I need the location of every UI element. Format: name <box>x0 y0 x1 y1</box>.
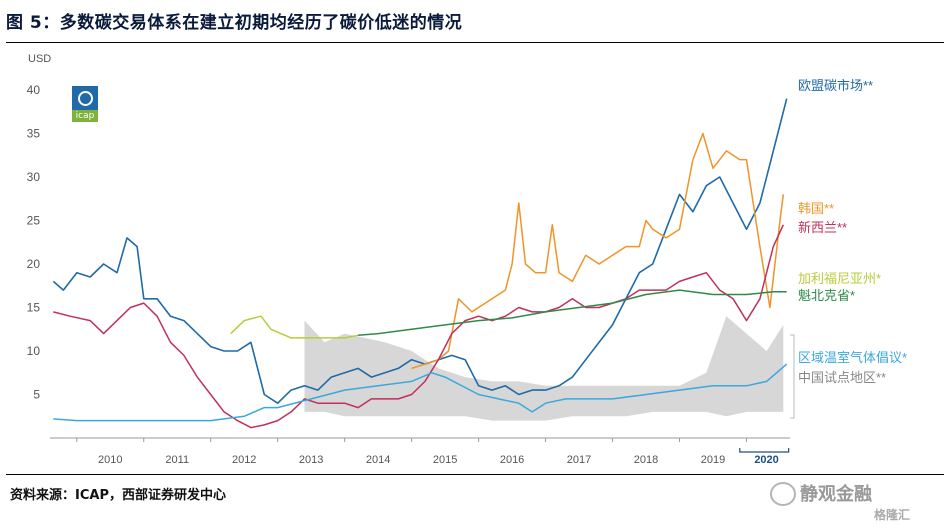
series-line <box>52 98 788 405</box>
watermark: 静观金融 <box>800 484 872 505</box>
icap-logo: icap <box>72 86 98 122</box>
legend-label: 新西兰** <box>798 220 847 235</box>
divider-bottom <box>6 474 944 475</box>
watermark-2: 格隆汇 <box>874 508 911 522</box>
axis-layer: USD 5 10 15 20 25 30 35 40 2010 2011 2012 2013 2014 20… <box>27 53 790 466</box>
series-line <box>53 363 788 422</box>
series-line <box>230 315 359 339</box>
page-title: 图 5：多数碳交易体系在建立初期均经历了碳价低迷的情况 <box>6 13 463 33</box>
y-tick-label: 10 <box>27 344 41 358</box>
x-tick-label: 2018 <box>634 454 658 466</box>
legend-label: 加利福尼亚州* <box>798 271 881 286</box>
x-tick-label: 2016 <box>500 454 524 466</box>
legend-bracket <box>790 334 795 419</box>
x-tick-label: 2019 <box>701 454 725 466</box>
series-line <box>53 224 784 429</box>
series-band <box>304 316 784 421</box>
x-tick-label: 2012 <box>232 454 256 466</box>
x-tick-label: 2014 <box>366 454 390 466</box>
year-2020-bracket <box>739 448 790 453</box>
y-tick-label: 40 <box>27 83 41 97</box>
legend-label: 中国试点地区** <box>798 370 886 385</box>
legend-label: 韩国** <box>798 201 834 216</box>
legend-layer: 欧盟碳市场** 韩国** 新西兰** 加利福尼亚州* 魁北克省* 区域温室气体倡议* 中国试… <box>790 78 907 419</box>
source-note: 资料来源：ICAP，西部证券研发中心 <box>10 488 226 503</box>
x-tick-label: 2010 <box>98 454 122 466</box>
y-axis-label: USD <box>28 53 51 65</box>
divider-top <box>6 42 944 43</box>
x-tick-label: 2011 <box>165 454 189 466</box>
x-tick-label: 2015 <box>433 454 457 466</box>
legend-label: 魁北克省* <box>798 288 855 303</box>
y-tick-label: 35 <box>27 127 41 141</box>
series-line <box>411 132 785 370</box>
legend-label: 区域温室气体倡议* <box>798 350 907 365</box>
y-tick-label: 25 <box>27 214 41 228</box>
y-tick-label: 30 <box>27 170 41 184</box>
x-tick-label: 2020 <box>754 454 778 466</box>
series-layer <box>52 98 788 429</box>
globe-icon <box>72 86 98 110</box>
china-band-layer <box>304 316 784 421</box>
logo-text: icap <box>72 110 98 122</box>
x-tick-label: 2013 <box>299 454 323 466</box>
legend-label: 欧盟碳市场** <box>798 78 873 93</box>
y-tick-label: 15 <box>27 301 41 315</box>
series-line <box>358 289 787 337</box>
carbon-price-chart: USD 5 10 15 20 25 30 35 40 2010 2011 2012 2013 2014 20… <box>27 53 907 466</box>
x-tick-label: 2017 <box>567 454 591 466</box>
wechat-icon <box>770 482 796 506</box>
y-tick-label: 20 <box>27 257 41 271</box>
y-tick-label: 5 <box>33 388 40 402</box>
